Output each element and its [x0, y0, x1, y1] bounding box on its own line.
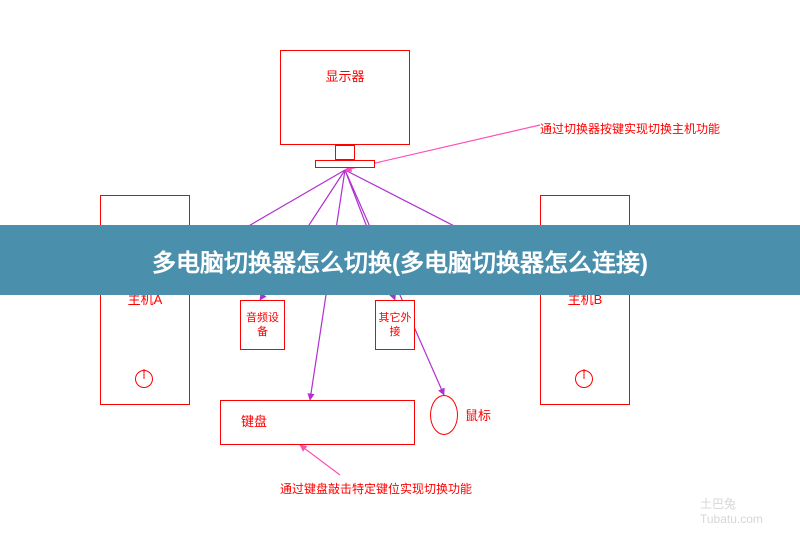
mouse-node — [430, 395, 458, 435]
annotation-keyboard-switch: 通过键盘敲击特定键位实现切换功能 — [280, 480, 472, 497]
keyboard-node: 键盘 — [220, 400, 415, 445]
keyboard-label: 键盘 — [241, 414, 267, 431]
other-label: 其它外接 — [376, 311, 414, 340]
monitor-stand — [335, 145, 355, 160]
host-a-power-icon — [135, 370, 153, 388]
audio-label: 音频设备 — [241, 311, 284, 340]
audio-node: 音频设备 — [240, 300, 285, 350]
monitor-base — [315, 160, 375, 168]
title-banner-text: 多电脑切换器怎么切换(多电脑切换器怎么连接) — [152, 243, 648, 278]
watermark: 土巴兔 Tubatu.com — [700, 495, 763, 526]
title-banner: 多电脑切换器怎么切换(多电脑切换器怎么连接) — [0, 225, 800, 295]
annotation-switch-button: 通过切换器按键实现切换主机功能 — [540, 120, 720, 137]
monitor-label: 显示器 — [325, 69, 364, 86]
monitor-node: 显示器 — [280, 50, 410, 145]
host-b-power-icon — [575, 370, 593, 388]
watermark-url: Tubatu.com — [700, 512, 763, 526]
other-node: 其它外接 — [375, 300, 415, 350]
mouse-label: 鼠标 — [465, 405, 491, 424]
watermark-cn: 土巴兔 — [700, 497, 736, 511]
